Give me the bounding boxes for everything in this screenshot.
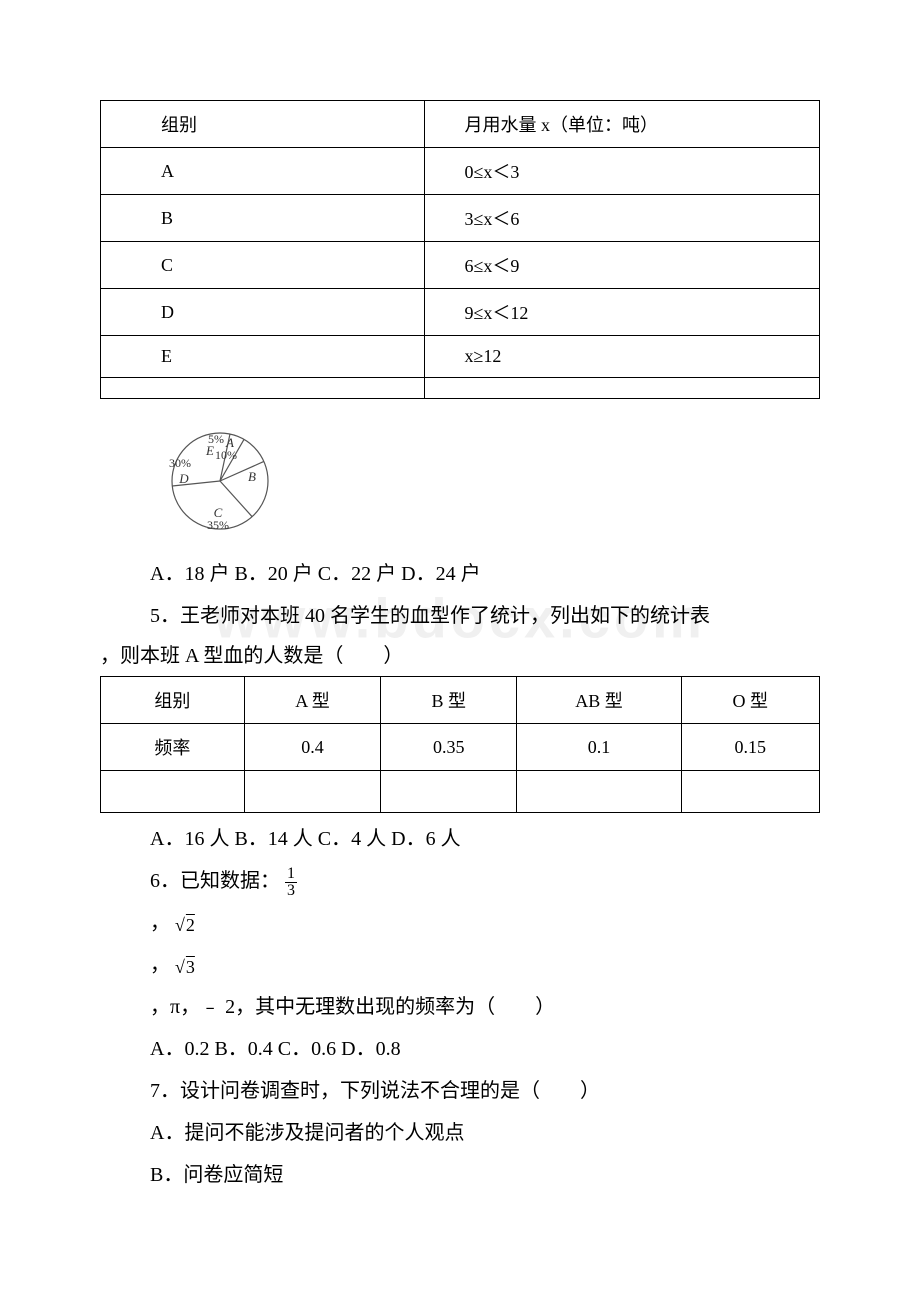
- blood-type-table: 组别 A 型 B 型 AB 型 O 型 频率 0.4 0.35 0.1 0.15: [100, 676, 820, 813]
- table-row: D 9≤x＜12: [101, 289, 820, 336]
- fraction-denominator: 3: [285, 883, 297, 899]
- table-header: AB 型: [517, 677, 681, 724]
- question-7-stem: 7．设计问卷调查时，下列说法不合理的是（ ）: [100, 1071, 820, 1111]
- table-cell: x≥12: [424, 336, 819, 378]
- question-5-options: A．16 人 B．14 人 C．4 人 D．6 人: [100, 819, 820, 859]
- question-6-options: A．0.2 B．0.4 C．0.6 D．0.8: [100, 1029, 820, 1069]
- table-cell: [244, 771, 380, 813]
- table-row: A 0≤x＜3: [101, 148, 820, 195]
- svg-text:D: D: [178, 471, 189, 486]
- pie-chart: A10%E5%D30%C35%B: [140, 411, 300, 541]
- svg-text:B: B: [248, 469, 256, 484]
- pie-chart-wrap: A10%E5%D30%C35%B: [100, 405, 820, 552]
- question-text: ，则本班 A 型血的人数是（ ）: [100, 645, 403, 667]
- table-header: B 型: [381, 677, 517, 724]
- question-text: 5．王老师对本班 40 名学生的血型作了统计，列出如下的统计表: [100, 605, 710, 627]
- table-cell: [517, 771, 681, 813]
- table-cell: [424, 378, 819, 399]
- table-cell: 0.4: [244, 724, 380, 771]
- table-header: 月用水量 x（单位：吨）: [424, 101, 819, 148]
- fraction-numerator: 1: [285, 866, 297, 883]
- table-cell: 0≤x＜3: [424, 148, 819, 195]
- question-7-option-a: A．提问不能涉及提问者的个人观点: [100, 1113, 820, 1153]
- question-6-line4: ，π，﹣ 2，其中无理数出现的频率为（ ）: [100, 987, 820, 1027]
- table-cell: 9≤x＜12: [424, 289, 819, 336]
- table-row: [101, 378, 820, 399]
- question-text: 6．已知数据：: [150, 870, 280, 892]
- question-6-line3: ， √3: [100, 945, 820, 985]
- table-header: 组别: [101, 101, 425, 148]
- table-row: 组别 A 型 B 型 AB 型 O 型: [101, 677, 820, 724]
- table-row: B 3≤x＜6: [101, 195, 820, 242]
- table-cell: [101, 771, 245, 813]
- table-cell: 0.1: [517, 724, 681, 771]
- sqrt-icon: √3: [175, 957, 195, 977]
- svg-text:30%: 30%: [169, 456, 191, 470]
- table-cell: 6≤x＜9: [424, 242, 819, 289]
- comma: ，: [150, 954, 170, 976]
- page-content: 组别 月用水量 x（单位：吨） A 0≤x＜3 B 3≤x＜6 C 6≤x＜9 …: [100, 100, 820, 1195]
- question-6-line1: 6．已知数据： 1 3: [100, 861, 820, 901]
- table-cell: [381, 771, 517, 813]
- table-cell: [101, 378, 425, 399]
- water-usage-table: 组别 月用水量 x（单位：吨） A 0≤x＜3 B 3≤x＜6 C 6≤x＜9 …: [100, 100, 820, 399]
- table-row: 频率 0.4 0.35 0.1 0.15: [101, 724, 820, 771]
- table-cell: 频率: [101, 724, 245, 771]
- svg-text:35%: 35%: [207, 518, 229, 532]
- table-row: [101, 771, 820, 813]
- sqrt-value: 2: [185, 915, 195, 935]
- table-cell: 0.35: [381, 724, 517, 771]
- svg-text:10%: 10%: [215, 448, 237, 462]
- table-cell: C: [101, 242, 425, 289]
- table-row: E x≥12: [101, 336, 820, 378]
- table-cell: [681, 771, 819, 813]
- table-cell: B: [101, 195, 425, 242]
- table-cell: D: [101, 289, 425, 336]
- question-4-options: A．18 户 B．20 户 C．22 户 D．24 户: [100, 554, 820, 594]
- sqrt-value: 3: [185, 957, 195, 977]
- table-header: 组别: [101, 677, 245, 724]
- table-row: C 6≤x＜9: [101, 242, 820, 289]
- table-row: 组别 月用水量 x（单位：吨）: [101, 101, 820, 148]
- comma: ，: [150, 912, 170, 934]
- table-cell: 0.15: [681, 724, 819, 771]
- question-6-line2: ， √2: [100, 903, 820, 943]
- table-header: O 型: [681, 677, 819, 724]
- table-header: A 型: [244, 677, 380, 724]
- table-cell: E: [101, 336, 425, 378]
- table-cell: 3≤x＜6: [424, 195, 819, 242]
- question-7-option-b: B．问卷应简短: [100, 1155, 820, 1195]
- sqrt-icon: √2: [175, 915, 195, 935]
- table-cell: A: [101, 148, 425, 195]
- fraction-icon: 1 3: [285, 866, 297, 899]
- svg-text:5%: 5%: [208, 432, 224, 446]
- question-5-stem: 5．王老师对本班 40 名学生的血型作了统计，列出如下的统计表 ，则本班 A 型…: [100, 596, 820, 676]
